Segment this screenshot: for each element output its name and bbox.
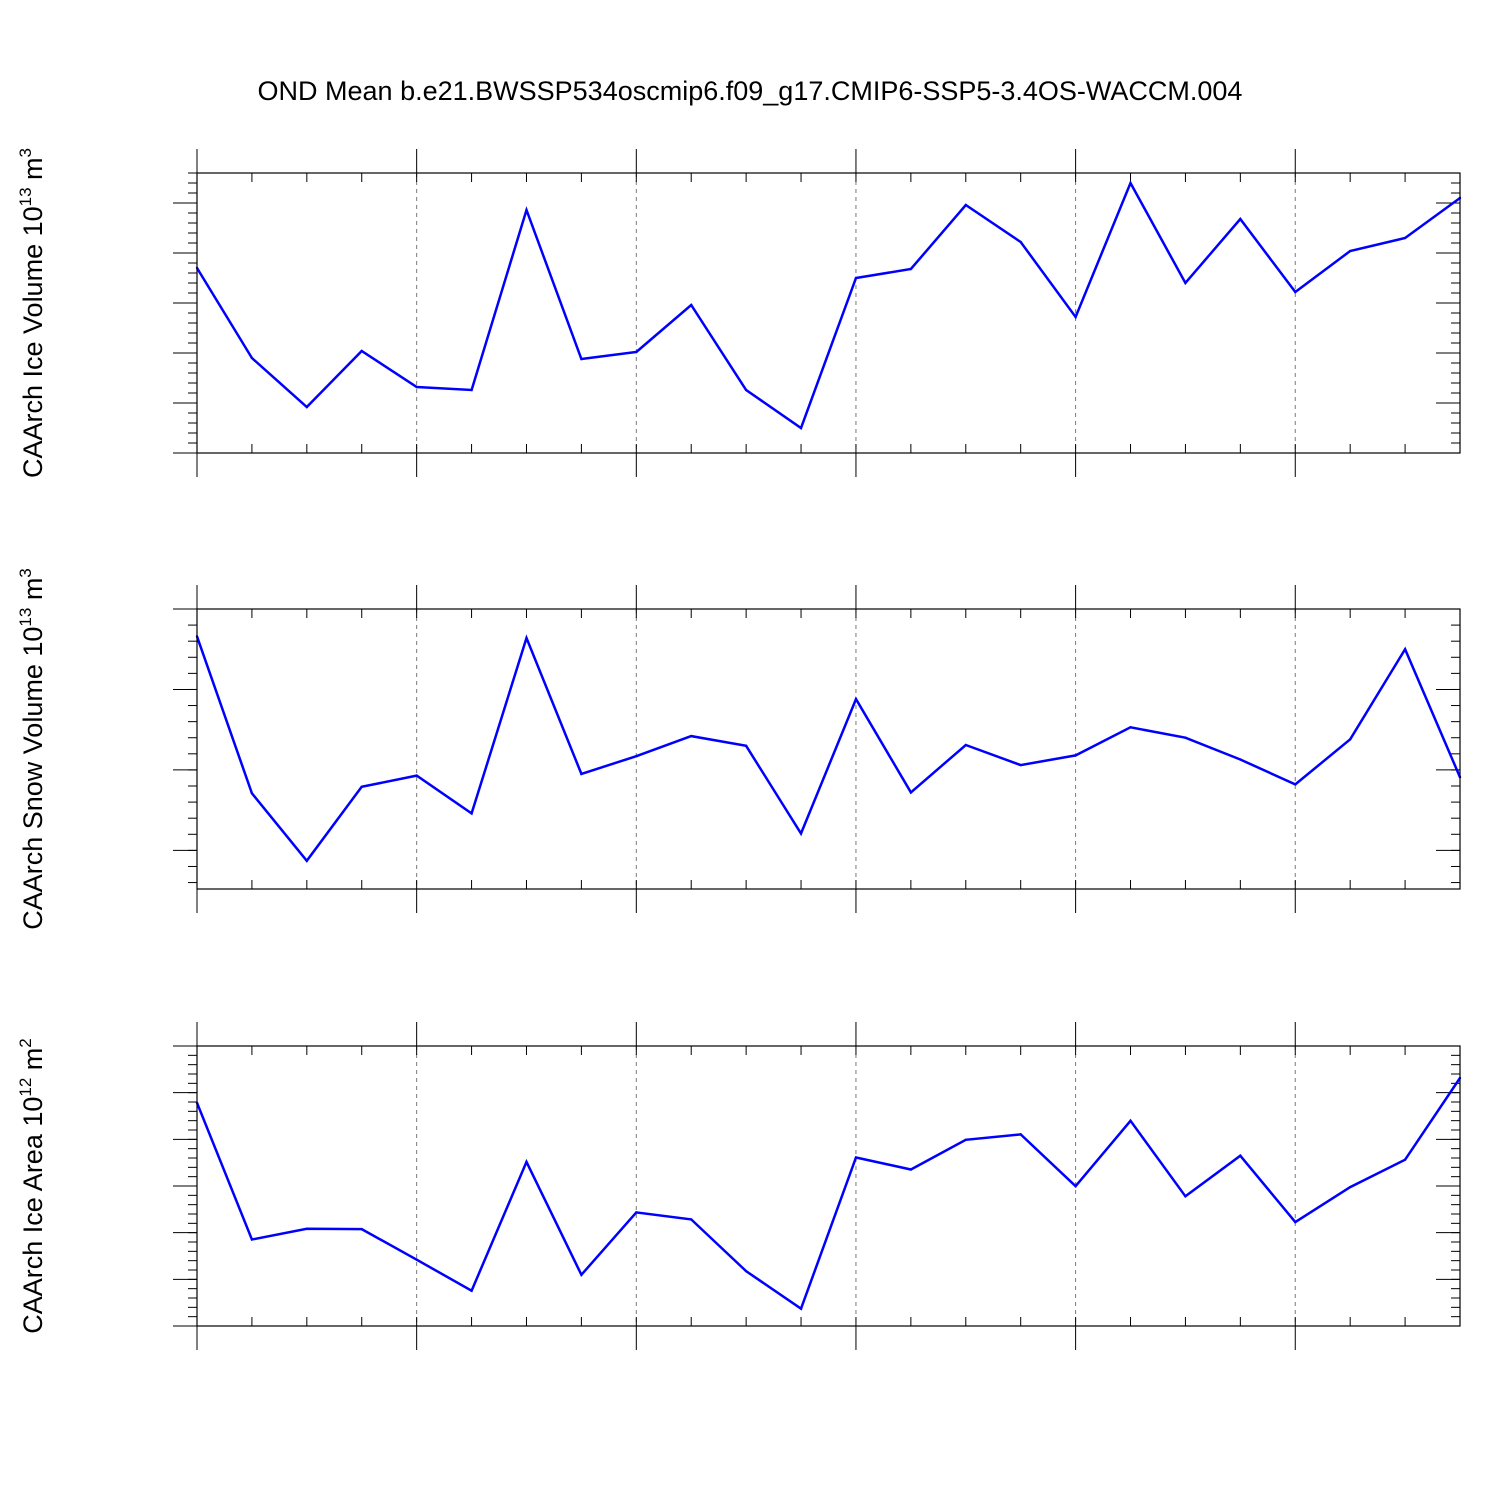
- y-axis-label-part: CAArch Ice Area 10: [18, 1097, 48, 1334]
- data-point: [525, 208, 528, 212]
- data-point: [744, 744, 748, 747]
- data-point: [415, 1258, 418, 1261]
- data-point: [1129, 181, 1132, 185]
- data-point: [1074, 1184, 1077, 1188]
- data-point: [360, 785, 363, 789]
- data-point: [1348, 738, 1352, 741]
- data-point: [964, 743, 967, 747]
- plot-frame: [196, 172, 1461, 454]
- data-point: [250, 356, 254, 360]
- data-point: [580, 1273, 583, 1277]
- data-point: [1403, 1158, 1407, 1161]
- data-point: [964, 203, 967, 207]
- series-line: [195, 180, 1461, 430]
- data-point: [1129, 726, 1132, 729]
- data-point: [909, 1168, 913, 1171]
- y-axis-label-part: CAArch Snow Volume 10: [18, 627, 48, 930]
- data-point: [690, 303, 693, 307]
- y-axis-label: CAArch Ice Volume 1013 m3: [16, 148, 48, 478]
- data-point: [1403, 236, 1407, 240]
- data-point: [1294, 1220, 1297, 1224]
- data-point: [1348, 1185, 1352, 1189]
- data-point: [690, 734, 693, 738]
- data-point: [1239, 217, 1242, 221]
- chart-panel-2: CAArch Snow Volume 1013 m3: [16, 568, 1462, 930]
- data-point: [1348, 249, 1352, 253]
- y-axis-label-part: m: [18, 157, 48, 187]
- data-point: [799, 426, 803, 430]
- plot-frame: [196, 1045, 1461, 1327]
- data-point: [250, 792, 254, 795]
- data-point: [635, 1211, 638, 1214]
- data-point: [744, 1269, 748, 1273]
- data-point: [470, 388, 473, 392]
- y-axis-label-superscript: 13: [16, 187, 35, 206]
- y-axis-label-superscript: 3: [16, 568, 35, 577]
- data-point: [1074, 754, 1077, 757]
- data-point: [690, 1218, 693, 1221]
- data-point: [1074, 315, 1077, 319]
- data-point: [360, 1227, 363, 1231]
- data-point: [525, 1160, 528, 1164]
- data-point: [1294, 290, 1297, 294]
- y-axis-label-part: m: [18, 578, 48, 608]
- data-point: [360, 349, 363, 353]
- data-point: [854, 276, 858, 280]
- data-point: [799, 832, 803, 835]
- data-point: [580, 772, 583, 776]
- data-point: [635, 350, 638, 354]
- data-point: [470, 812, 473, 815]
- y-axis-label-superscript: 3: [16, 148, 35, 157]
- data-point: [964, 1138, 967, 1142]
- plot-frame: [196, 608, 1461, 890]
- data-point: [580, 357, 583, 361]
- data-point: [250, 1238, 254, 1241]
- data-point: [305, 859, 309, 863]
- data-point: [799, 1307, 803, 1310]
- data-point: [1294, 783, 1297, 786]
- y-axis-label-part: m: [18, 1048, 48, 1078]
- series-line: [195, 634, 1462, 863]
- y-axis-label-superscript: 12: [16, 1078, 35, 1097]
- y-axis-label-superscript: 2: [16, 1038, 35, 1047]
- data-point: [1403, 648, 1407, 651]
- data-point: [305, 405, 309, 409]
- data-point: [415, 774, 418, 777]
- data-point: [1019, 1133, 1022, 1136]
- series-line: [195, 1077, 1462, 1311]
- data-point: [1239, 758, 1242, 761]
- data-point: [909, 791, 913, 794]
- y-axis-label-superscript: 13: [16, 608, 35, 627]
- data-point: [1184, 1195, 1187, 1198]
- data-point: [854, 697, 858, 701]
- chart-panel-1: CAArch Ice Volume 1013 m3: [16, 148, 1462, 478]
- data-point: [635, 755, 638, 758]
- data-point: [415, 385, 418, 389]
- figure-title: OND Mean b.e21.BWSSP534oscmip6.f09_g17.C…: [258, 76, 1243, 106]
- y-axis-label-part: CAArch Ice Volume 10: [18, 206, 48, 478]
- data-point: [470, 1289, 473, 1292]
- y-axis-label: CAArch Ice Area 1012 m2: [16, 1038, 48, 1334]
- data-point: [909, 267, 913, 271]
- data-point: [525, 636, 528, 640]
- data-point: [305, 1227, 309, 1230]
- data-point: [1019, 240, 1022, 244]
- data-point: [744, 388, 748, 392]
- data-point: [1184, 281, 1187, 285]
- data-point: [1129, 1119, 1132, 1123]
- y-axis-label: CAArch Snow Volume 1013 m3: [16, 568, 48, 930]
- data-point: [1239, 1154, 1242, 1157]
- data-point: [1184, 736, 1187, 739]
- chart-panel-3: CAArch Ice Area 1012 m2: [16, 1022, 1462, 1350]
- data-point: [1019, 763, 1022, 767]
- data-point: [854, 1156, 858, 1159]
